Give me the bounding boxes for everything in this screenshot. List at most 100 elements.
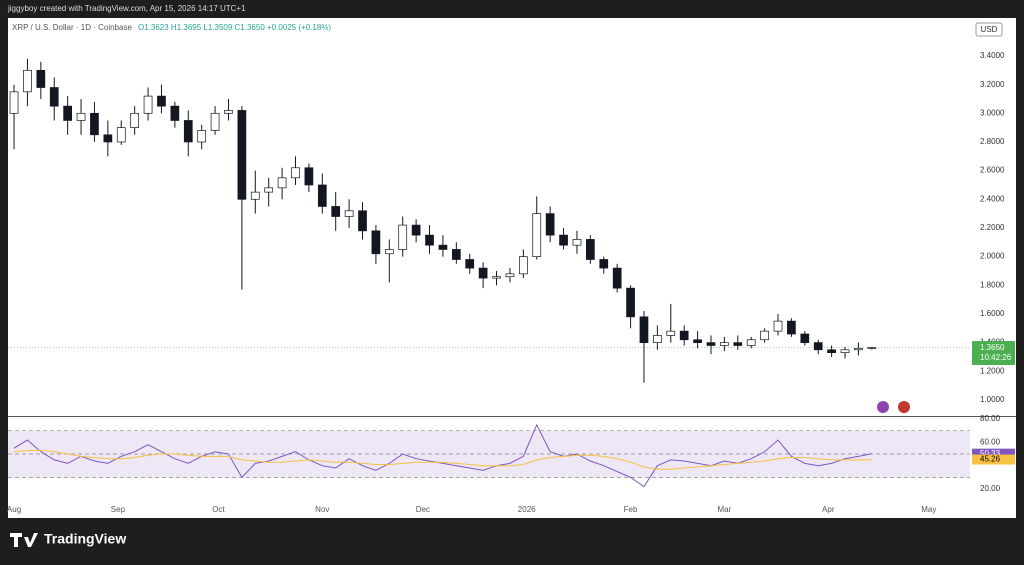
candle-body xyxy=(411,224,421,236)
logo-icon xyxy=(10,533,38,547)
ohlc: O1.3623 H1.3695 L1.3509 C1.3650 +0.0025 … xyxy=(138,23,331,32)
candle-body xyxy=(143,95,153,114)
candle-body xyxy=(854,348,863,351)
candle-body xyxy=(371,230,381,255)
author-line: jiggyboy created with TradingView.com, A… xyxy=(7,4,246,13)
x-tick-label: Mar xyxy=(717,505,731,514)
value-tag-label: 50.33 xyxy=(980,449,1001,458)
y-tick-label: 2.4000 xyxy=(980,194,1005,203)
price-tag-label: 1.3650 xyxy=(980,343,1005,352)
candle-body xyxy=(317,184,327,207)
countdown: 10:42:26 xyxy=(980,353,1012,362)
candle-body xyxy=(237,110,247,200)
y-tick-label: 1.8000 xyxy=(980,280,1005,289)
value-tag xyxy=(972,448,1015,459)
candle-body xyxy=(693,339,702,343)
candle-body xyxy=(130,112,140,128)
y-tick-label: 2.2000 xyxy=(980,223,1005,232)
candle-body xyxy=(344,210,354,217)
candle-body xyxy=(840,349,850,354)
candle-body xyxy=(706,342,716,346)
y-tick-label: 3.0000 xyxy=(980,108,1005,117)
flag-icon[interactable] xyxy=(898,401,910,413)
rsi-line xyxy=(13,450,872,470)
candle-body xyxy=(586,239,595,260)
candle-body xyxy=(210,112,220,131)
candle-body xyxy=(291,167,300,179)
candle-body xyxy=(612,267,622,289)
candle-body xyxy=(90,112,99,136)
y-tick-label: 1.2000 xyxy=(980,366,1005,375)
candle-body xyxy=(626,287,635,318)
x-tick-label: Feb xyxy=(624,505,638,514)
rsi-band xyxy=(8,430,970,478)
candle-body xyxy=(23,69,32,93)
candle-body xyxy=(264,187,274,193)
plot: 1.00001.20001.40001.60001.80002.00002.20… xyxy=(7,51,1015,514)
candle-body xyxy=(49,87,59,107)
y-tick-label: 2.0000 xyxy=(980,252,1005,261)
candle-body xyxy=(813,342,823,351)
candle-body xyxy=(733,342,743,346)
candle-body xyxy=(157,95,166,107)
brand: TradingView xyxy=(44,531,126,547)
candle-body xyxy=(532,213,542,257)
candle-body xyxy=(76,112,86,121)
candle-body xyxy=(599,259,609,269)
y-tick-label: 20.00 xyxy=(980,484,1001,493)
candle-body xyxy=(465,259,475,269)
candle-body xyxy=(773,320,783,332)
event-icon[interactable] xyxy=(877,401,889,413)
candle-body xyxy=(451,249,461,260)
y-tick-label: 2.6000 xyxy=(980,166,1005,175)
candle-body xyxy=(384,249,394,255)
candle-body xyxy=(787,320,796,335)
candle-body xyxy=(800,333,810,343)
candle-body xyxy=(545,213,555,236)
x-tick-label: Oct xyxy=(212,505,225,514)
candle-body xyxy=(331,206,341,217)
candle-body xyxy=(438,244,448,250)
candle-body xyxy=(746,339,756,346)
candle-body xyxy=(572,239,582,246)
price-tag xyxy=(972,341,1015,365)
currency[interactable]: USD xyxy=(981,25,998,34)
candle-body xyxy=(183,120,193,143)
value-tag xyxy=(972,454,1015,465)
candle-body xyxy=(867,347,877,349)
x-tick-label: 2026 xyxy=(518,505,536,514)
candle-body xyxy=(116,127,126,143)
candle-body xyxy=(492,276,501,279)
candle-body xyxy=(36,69,46,88)
y-tick-label: 1.0000 xyxy=(980,395,1005,404)
value-tag-label: 45.26 xyxy=(980,455,1001,464)
rsi-line xyxy=(13,423,872,488)
x-tick-label: Nov xyxy=(315,505,329,514)
y-tick-label: 3.2000 xyxy=(980,80,1005,89)
y-tick-label: 3.4000 xyxy=(980,51,1005,60)
x-tick-label: Dec xyxy=(416,505,430,514)
candle-body xyxy=(666,330,676,336)
y-tick-label: 60.00 xyxy=(980,437,1001,446)
x-tick-label: Sep xyxy=(111,505,126,514)
candle-body xyxy=(653,335,662,343)
candle-body xyxy=(827,349,836,354)
currency-box[interactable] xyxy=(975,22,1003,37)
candle-body xyxy=(277,177,287,189)
candle-body xyxy=(478,267,488,279)
candle-body xyxy=(559,234,568,246)
candle-body xyxy=(518,256,528,275)
candle-body xyxy=(103,134,113,143)
candle-body xyxy=(398,224,408,250)
candle-body xyxy=(9,91,19,114)
candle-body xyxy=(505,273,515,278)
candle-body xyxy=(639,316,649,343)
x-tick-label: Aug xyxy=(7,505,21,514)
candle-body xyxy=(224,110,233,114)
candle-body xyxy=(358,210,367,232)
x-tick-label: May xyxy=(921,505,936,514)
symbol: XRP / U.S. Dollar · 1D · Coinbase xyxy=(12,23,132,32)
candle-body xyxy=(250,191,260,200)
candle-body xyxy=(63,105,72,121)
